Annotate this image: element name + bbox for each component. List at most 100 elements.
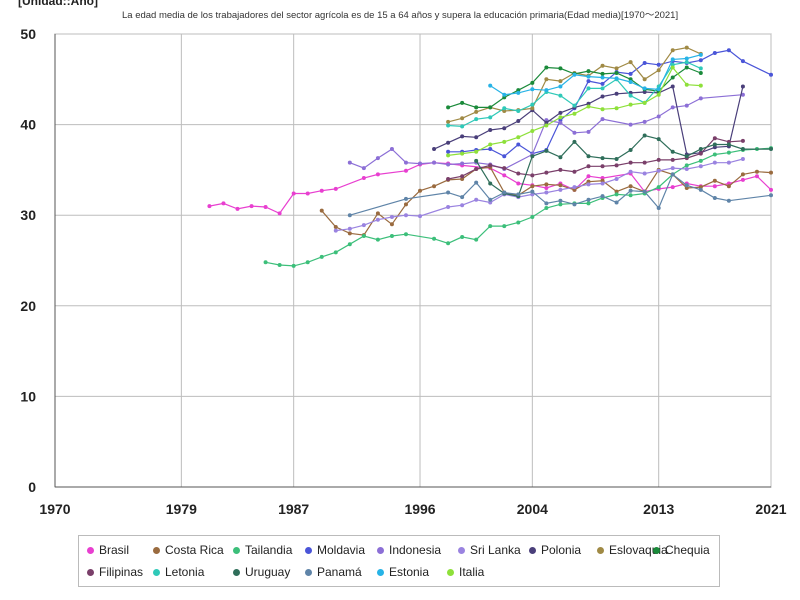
data-point-indonesia xyxy=(432,160,437,165)
data-point-estonia xyxy=(544,88,549,93)
legend-marker-brasil xyxy=(87,546,94,554)
data-point-costa-rica xyxy=(418,188,423,193)
data-point-italia xyxy=(488,142,493,147)
x-tick-label: 2004 xyxy=(517,501,548,517)
legend-marker-letonia xyxy=(153,568,160,576)
data-point-moldavia xyxy=(726,48,731,53)
data-point-panam- xyxy=(474,180,479,185)
data-point-italia xyxy=(586,104,591,109)
data-point-costa-rica xyxy=(530,184,535,189)
legend-item-italia: Italia xyxy=(447,565,484,579)
data-point-panam- xyxy=(403,196,408,201)
data-point-estonia xyxy=(614,76,619,81)
data-point-sri-lanka xyxy=(333,228,338,233)
data-point-costa-rica xyxy=(347,231,352,236)
data-point-sri-lanka xyxy=(670,166,675,171)
data-point-uruguay xyxy=(530,154,535,159)
data-point-filipinas xyxy=(600,164,605,169)
data-point-panam- xyxy=(769,193,773,198)
data-point-moldavia xyxy=(769,72,773,77)
data-point-filipinas xyxy=(530,173,535,178)
series-line-panam- xyxy=(349,173,772,216)
data-point-sri-lanka xyxy=(403,213,408,218)
data-point-eslovaquia xyxy=(460,116,465,121)
data-point-brasil xyxy=(361,176,366,181)
data-point-tailandia xyxy=(516,220,521,225)
data-point-chequia xyxy=(474,105,479,110)
data-point-brasil xyxy=(403,168,408,173)
data-point-letonia xyxy=(516,109,521,114)
data-point-tailandia xyxy=(375,237,380,242)
data-point-eslovaquia xyxy=(684,45,689,50)
data-point-italia xyxy=(684,82,689,87)
data-point-italia xyxy=(642,100,647,105)
data-point-uruguay xyxy=(698,147,703,152)
data-point-filipinas xyxy=(586,164,591,169)
data-point-chequia xyxy=(684,65,689,70)
data-point-uruguay xyxy=(656,137,661,142)
legend-marker-tailandia xyxy=(233,546,240,554)
data-point-panam- xyxy=(347,213,352,218)
legend-item-moldavia: Moldavia xyxy=(305,543,365,557)
data-point-filipinas xyxy=(460,174,465,179)
data-point-brasil xyxy=(516,181,521,186)
data-point-uruguay xyxy=(740,147,745,152)
data-point-letonia xyxy=(600,86,605,91)
legend-label-polonia: Polonia xyxy=(541,543,582,557)
data-point-eslovaquia xyxy=(530,106,535,111)
data-point-panam- xyxy=(712,195,717,200)
data-point-indonesia xyxy=(418,161,423,166)
data-point-sri-lanka xyxy=(712,160,717,165)
y-tick-label: 50 xyxy=(20,26,36,42)
data-point-panam- xyxy=(684,183,689,188)
y-tick-label: 10 xyxy=(20,388,36,404)
x-tick-label: 2021 xyxy=(755,501,786,517)
data-point-uruguay xyxy=(586,154,591,159)
data-point-tailandia xyxy=(558,202,563,207)
data-point-letonia xyxy=(530,102,535,107)
legend-item-brasil: Brasil xyxy=(87,543,129,557)
data-point-tailandia xyxy=(684,163,689,168)
data-point-eslovaquia xyxy=(474,109,479,114)
data-point-costa-rica xyxy=(403,202,408,207)
data-point-moldavia xyxy=(516,142,521,147)
data-point-italia xyxy=(628,102,633,107)
x-tick-label: 1970 xyxy=(39,501,70,517)
data-point-brasil xyxy=(235,206,240,211)
data-point-letonia xyxy=(446,123,451,128)
data-point-tailandia xyxy=(712,152,717,157)
data-point-eslovaquia xyxy=(670,48,675,53)
data-point-filipinas xyxy=(712,136,717,141)
data-point-costa-rica xyxy=(389,222,394,227)
y-tick-label: 40 xyxy=(20,117,36,133)
data-point-uruguay xyxy=(558,155,563,160)
legend-marker-sri-lanka xyxy=(458,546,465,554)
data-point-estonia xyxy=(628,80,633,85)
legend-item-tailandia: Tailandia xyxy=(233,543,292,557)
data-point-chequia xyxy=(460,100,465,105)
data-point-estonia xyxy=(670,57,675,62)
data-point-filipinas xyxy=(670,157,675,162)
data-point-estonia xyxy=(530,87,535,92)
data-point-polonia xyxy=(460,134,465,139)
series-line-estonia xyxy=(489,54,701,96)
data-point-costa-rica xyxy=(769,170,773,175)
data-point-estonia xyxy=(698,52,703,57)
data-point-uruguay xyxy=(572,139,577,144)
data-point-sri-lanka xyxy=(418,214,423,219)
legend-item-sri-lanka: Sri Lanka xyxy=(458,543,521,557)
data-point-estonia xyxy=(656,87,661,92)
data-point-letonia xyxy=(558,93,563,98)
x-tick-label: 1979 xyxy=(166,501,197,517)
data-point-tailandia xyxy=(698,158,703,163)
legend-item-costa-rica: Costa Rica xyxy=(153,543,224,557)
data-point-moldavia xyxy=(740,59,745,64)
line-chart: 0 10 20 30 40 50 1970 1979 1987 1996 2004 2013 2021 xyxy=(20,26,786,517)
data-point-panam- xyxy=(544,201,549,206)
legend-label-moldavia: Moldavia xyxy=(317,543,366,557)
data-point-eslovaquia xyxy=(600,63,605,68)
data-point-moldavia xyxy=(488,147,493,152)
data-point-italia xyxy=(460,151,465,156)
data-point-indonesia xyxy=(740,92,745,97)
data-point-costa-rica xyxy=(558,183,563,188)
